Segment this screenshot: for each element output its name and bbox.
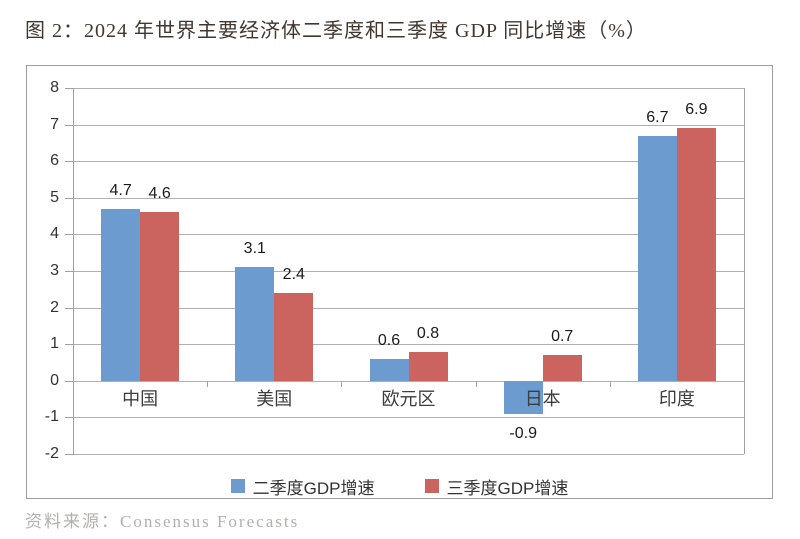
y-tick-label: 7	[50, 115, 59, 133]
bar	[274, 292, 314, 381]
plot-right-border	[744, 88, 745, 454]
y-axis-tick	[65, 161, 73, 163]
value-label: 2.4	[282, 265, 305, 283]
source-note: 资料来源：Consensus Forecasts	[25, 512, 300, 531]
bar	[542, 355, 582, 381]
chart-container: -2 -1 0 1 2 3 4 5 6 7 8 4.7 3.1 0.6 -0.9 6.7 4.6 2.4 0.8 0.…	[26, 65, 773, 499]
value-label: -0.9	[509, 424, 537, 442]
bar	[101, 208, 141, 381]
legend-item: 三季度GDP增速	[424, 474, 569, 499]
category-label: 日本	[524, 388, 561, 409]
plot-area: -2 -1 0 1 2 3 4 5 6 7 8 4.7 3.1 0.6 -0.9 6.7 4.6 2.4 0.8 0.…	[27, 66, 772, 498]
value-label: 6.9	[685, 101, 708, 119]
bar	[235, 267, 275, 381]
y-axis-line	[73, 88, 74, 454]
y-axis-tick	[65, 124, 73, 126]
gridline	[73, 454, 744, 455]
y-tick-label: 8	[50, 79, 59, 96]
legend-swatch	[424, 479, 439, 493]
legend-swatch	[230, 479, 245, 493]
gridline	[73, 234, 744, 236]
value-label: 4.7	[109, 181, 132, 199]
y-tick-label: 5	[50, 188, 59, 206]
y-axis-tick	[65, 454, 73, 455]
bar	[503, 380, 543, 414]
y-axis-tick	[65, 197, 73, 199]
value-label: 6.7	[646, 108, 669, 126]
value-label: 4.6	[148, 185, 171, 203]
gridline	[73, 88, 744, 89]
y-tick-label: 3	[50, 262, 59, 279]
chart-legend: 二季度GDP增速 三季度GDP增速	[27, 474, 772, 499]
gridline	[73, 271, 744, 272]
y-axis-tick	[65, 88, 73, 89]
value-label: 0.6	[377, 331, 401, 349]
bar	[140, 212, 180, 381]
legend-item: 二季度GDP增速	[230, 474, 375, 499]
y-tick-label: 6	[50, 152, 59, 170]
gridline	[73, 197, 744, 199]
gridline	[73, 161, 744, 163]
category-tick	[475, 380, 477, 387]
y-axis-tick	[65, 380, 73, 382]
bar	[637, 135, 677, 381]
bar	[408, 351, 448, 381]
y-axis-tick	[65, 234, 73, 236]
y-axis-tick	[65, 417, 73, 419]
category-tick	[341, 380, 343, 387]
category-label: 欧元区	[381, 388, 436, 409]
y-axis-tick	[65, 271, 73, 272]
gridline	[73, 417, 744, 419]
y-tick-label: 4	[50, 225, 59, 243]
gridline	[73, 307, 744, 309]
value-label: 0.7	[551, 328, 574, 346]
y-tick-label: 1	[50, 335, 59, 353]
category-label: 美国	[256, 388, 293, 409]
y-tick-label: -2	[44, 445, 59, 462]
legend-label: 二季度GDP增速	[252, 478, 375, 498]
category-label: 印度	[658, 388, 695, 409]
category-label: 中国	[122, 388, 159, 409]
gridline	[73, 380, 744, 382]
bar	[369, 358, 409, 381]
gridline	[73, 124, 744, 126]
legend-label: 三季度GDP增速	[446, 478, 569, 498]
y-axis-tick	[65, 307, 73, 309]
y-tick-label: 2	[50, 298, 59, 316]
value-label: 3.1	[243, 240, 266, 258]
figure-title: 图 2：2024 年世界主要经济体二季度和三季度 GDP 同比增速（%）	[25, 20, 647, 42]
y-axis-tick	[65, 344, 73, 346]
category-tick	[207, 380, 209, 387]
bar	[676, 128, 716, 381]
y-tick-label: -1	[44, 408, 59, 426]
category-tick	[609, 380, 611, 387]
value-label: 0.8	[416, 324, 440, 342]
gridline	[73, 344, 744, 346]
y-tick-label: 0	[50, 371, 59, 389]
